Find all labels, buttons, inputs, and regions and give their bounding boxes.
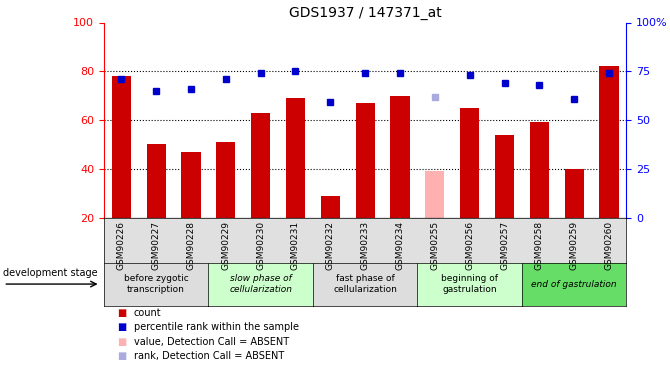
Bar [565,169,584,217]
Text: GSM90255: GSM90255 [430,221,440,270]
Bar [530,122,549,218]
Text: before zygotic
transcription: before zygotic transcription [124,274,188,294]
Text: GSM90231: GSM90231 [291,221,300,270]
Bar [286,98,305,218]
Bar [600,66,618,218]
Bar [495,135,514,218]
Bar [391,96,409,218]
Text: GSM90232: GSM90232 [326,221,335,270]
Text: GSM90230: GSM90230 [256,221,265,270]
Bar [216,142,235,218]
Text: GSM90233: GSM90233 [360,221,370,270]
Text: GSM90259: GSM90259 [570,221,579,270]
Text: GSM90257: GSM90257 [500,221,509,270]
Bar [251,112,270,218]
Text: ■: ■ [117,322,127,332]
Text: GSM90229: GSM90229 [221,221,230,270]
Bar [356,103,375,218]
Text: GSM90226: GSM90226 [117,221,126,270]
Text: rank, Detection Call = ABSENT: rank, Detection Call = ABSENT [134,351,284,361]
Title: GDS1937 / 147371_at: GDS1937 / 147371_at [289,6,442,20]
Bar [425,171,444,217]
Bar [147,144,165,218]
Text: end of gastrulation: end of gastrulation [531,280,617,289]
Text: GSM90258: GSM90258 [535,221,544,270]
Text: beginning of
gastrulation: beginning of gastrulation [441,274,498,294]
Text: slow phase of
cellularization: slow phase of cellularization [229,274,292,294]
Text: ■: ■ [117,308,127,318]
Bar [112,76,131,217]
Text: GSM90234: GSM90234 [395,221,405,270]
Text: GSM90260: GSM90260 [604,221,614,270]
Text: ■: ■ [117,337,127,346]
Bar [182,152,200,217]
Text: GSM90228: GSM90228 [186,221,196,270]
Text: fast phase of
cellularization: fast phase of cellularization [333,274,397,294]
Text: GSM90256: GSM90256 [465,221,474,270]
Text: value, Detection Call = ABSENT: value, Detection Call = ABSENT [134,337,289,346]
Text: count: count [134,308,161,318]
Bar [460,108,479,218]
Text: GSM90227: GSM90227 [151,221,161,270]
Text: ■: ■ [117,351,127,361]
Bar [321,196,340,217]
Text: percentile rank within the sample: percentile rank within the sample [134,322,299,332]
Text: development stage: development stage [3,268,98,278]
